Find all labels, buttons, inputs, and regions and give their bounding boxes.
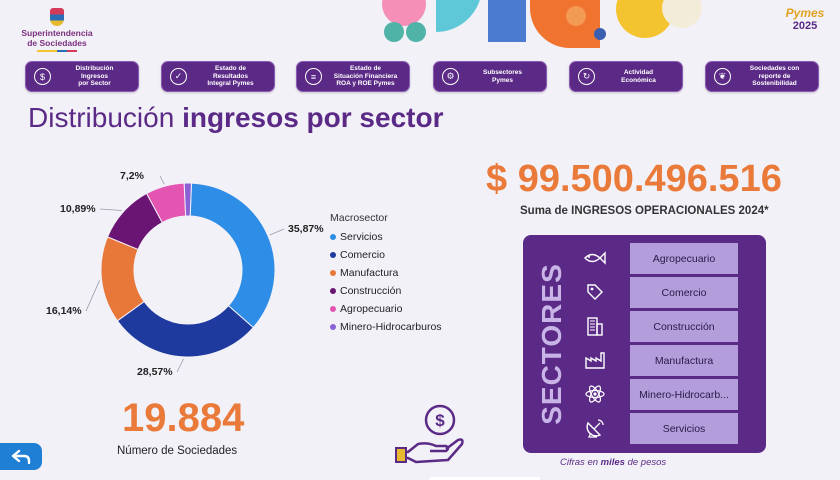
sector-button-servicios[interactable]: Servicios — [630, 413, 738, 444]
sector-row-comercio: Comercio — [581, 277, 739, 308]
chart-legend: Macrosector Servicios Comercio Manufactura… — [330, 212, 442, 336]
sector-row-manufactura: Manufactura — [581, 345, 739, 376]
sector-button-construccion[interactable]: Construcción — [630, 311, 738, 342]
sector-button-comercio[interactable]: Comercio — [630, 277, 738, 308]
svg-text:$: $ — [435, 411, 445, 430]
legend-item-agropecuario[interactable]: Agropecuario — [330, 300, 442, 318]
sector-donut-chart — [85, 175, 285, 373]
sector-button-manufactura[interactable]: Manufactura — [630, 345, 738, 376]
nav-situacion-financiera[interactable]: ≡ Estado de Situación Financiera ROA y R… — [296, 61, 410, 92]
gear-icon: ⚙ — [442, 68, 459, 85]
leaf-hand-icon: ❦ — [714, 68, 731, 85]
legend-label: Agropecuario — [340, 303, 403, 315]
satellite-dish-icon — [584, 417, 606, 439]
flag-bar — [37, 50, 77, 52]
nav-label: Actividad Económica — [621, 69, 656, 84]
legend-label: Comercio — [340, 249, 385, 261]
legend-swatch — [330, 288, 336, 294]
legend-item-minero-hidrocarburos[interactable]: Minero-Hidrocarburos — [330, 318, 442, 336]
nav-label: Estado de Resultados Integral Pymes — [207, 65, 254, 88]
nav-label: Subsectores Pymes — [482, 69, 523, 84]
title-normal: Distribución — [28, 102, 183, 133]
sector-row-minero: Minero-Hidrocarb... — [581, 379, 739, 410]
brand-top: Pymes — [785, 6, 825, 20]
bottom-divider — [430, 477, 540, 480]
legend-swatch — [330, 234, 336, 240]
pct-label-comercio: 28,57% — [137, 366, 173, 378]
page-title: Distribución ingresos por sector — [28, 102, 443, 134]
clipboard-icon: ✓ — [170, 68, 187, 85]
legend-swatch — [330, 324, 336, 330]
money-hand-icon: $ — [395, 404, 464, 464]
legend-item-construcción[interactable]: Construcción — [330, 282, 442, 300]
money-cycle-icon: ↻ — [578, 68, 595, 85]
sectors-vertical-title: SECTORES — [536, 263, 567, 425]
back-arrow-icon — [11, 449, 31, 464]
legend-label: Servicios — [340, 231, 383, 243]
leader-line — [176, 358, 184, 373]
legend-swatch — [330, 252, 336, 258]
companies-caption: Número de Sociedades — [117, 445, 238, 457]
coat-of-arms-icon — [50, 8, 64, 26]
decorative-shapes — [380, 0, 710, 48]
legend-swatch — [330, 306, 336, 312]
nav-actividad-economica[interactable]: ↻ Actividad Económica — [569, 61, 683, 92]
legend-label: Construcción — [340, 285, 402, 297]
leader-line — [269, 228, 285, 236]
total-income-amount: $ 99.500.496.516 — [486, 158, 782, 200]
legend-swatch — [330, 270, 336, 276]
brand-year: 2025 — [792, 20, 818, 32]
nav-estado-resultados[interactable]: ✓ Estado de Resultados Integral Pymes — [161, 61, 275, 92]
nav-label: Estado de Situación Financiera ROA y ROE… — [333, 65, 398, 88]
nav-label: Sociedades con reporte de Sostenibilidad — [749, 65, 800, 88]
leader-line — [99, 208, 122, 211]
pymes-2025-brand: Pymes 2025 — [780, 6, 830, 32]
legend-label: Manufactura — [340, 267, 399, 279]
nav-sostenibilidad[interactable]: ❦ Sociedades con reporte de Sostenibilid… — [705, 61, 819, 92]
legend-title: Macrosector — [330, 212, 388, 224]
currency-footnote: Cifras en miles de pesos — [560, 457, 667, 468]
legend-item-comercio[interactable]: Comercio — [330, 246, 442, 264]
leader-line — [85, 280, 100, 312]
sector-row-construccion: Construcción — [581, 311, 739, 342]
back-button[interactable] — [0, 443, 42, 470]
legend-label: Minero-Hidrocarburos — [340, 321, 442, 333]
building-icon — [584, 315, 606, 337]
legend-item-servicios[interactable]: Servicios — [330, 228, 442, 246]
legend-item-manufactura[interactable]: Manufactura — [330, 264, 442, 282]
donut-slice-comercio[interactable] — [116, 300, 254, 358]
sectors-panel: SECTORES Agropecuario Comercio Construcc… — [523, 235, 766, 453]
total-income-caption: Suma de INGRESOS OPERACIONALES 2024* — [520, 205, 769, 217]
atom-icon — [584, 383, 606, 405]
factory-icon — [584, 349, 606, 371]
report-icon: ≡ — [305, 68, 322, 85]
top-navigation: $ Distribución Ingresos por Sector ✓ Est… — [25, 61, 820, 93]
pct-label-servicios: 35,87% — [288, 223, 324, 235]
sector-row-agropecuario: Agropecuario — [581, 243, 739, 274]
sector-button-minero-hidrocarburos[interactable]: Minero-Hidrocarb... — [630, 379, 738, 410]
pct-label-agropecuario: 7,2% — [120, 170, 144, 182]
donut-slice-servicios[interactable] — [189, 182, 276, 329]
price-tag-icon — [584, 281, 606, 303]
donut-slice-minero-hidrocarburos[interactable] — [183, 182, 192, 217]
companies-count: 19.884 — [122, 396, 245, 440]
title-bold: ingresos por sector — [182, 102, 444, 133]
sector-row-servicios: Servicios — [581, 413, 739, 444]
nav-subsectores[interactable]: ⚙ Subsectores Pymes — [433, 61, 547, 92]
nav-label: Distribución Ingresos por Sector — [75, 65, 114, 88]
fish-icon — [584, 247, 606, 269]
leader-line — [159, 175, 165, 185]
org-name: Superintendencia de Sociedades — [21, 28, 93, 48]
pct-label-construcción: 10,89% — [60, 203, 96, 215]
pct-label-manufactura: 16,14% — [46, 305, 82, 317]
org-logo: Superintendencia de Sociedades — [18, 8, 96, 52]
sector-button-agropecuario[interactable]: Agropecuario — [630, 243, 738, 274]
nav-distribucion-ingresos[interactable]: $ Distribución Ingresos por Sector — [25, 61, 139, 92]
dollar-hand-icon: $ — [34, 68, 51, 85]
